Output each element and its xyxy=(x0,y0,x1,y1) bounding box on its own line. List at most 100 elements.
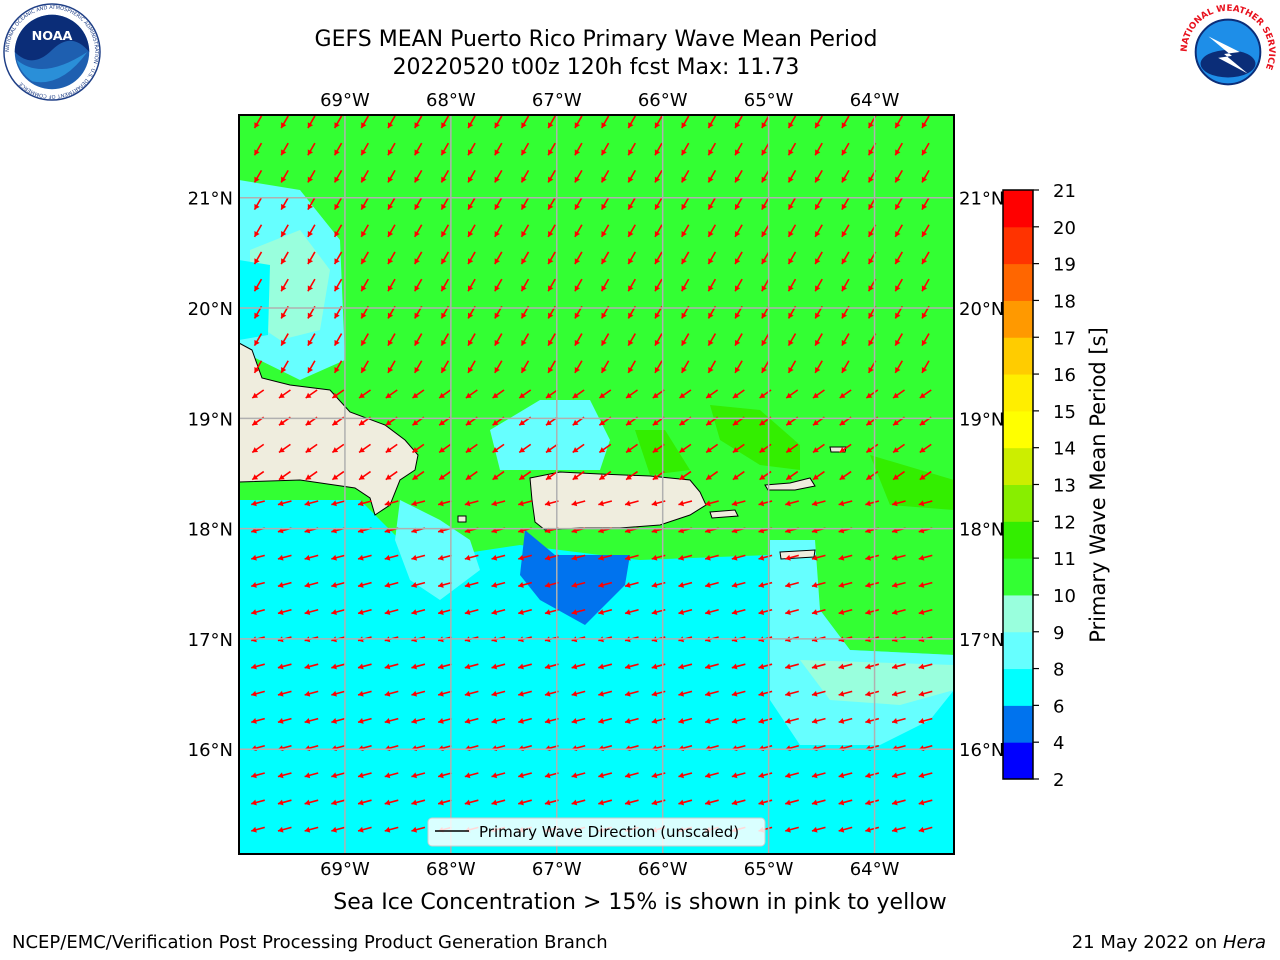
wave-arrow xyxy=(571,772,586,779)
wave-arrow xyxy=(253,169,263,183)
wave-arrow xyxy=(678,581,693,588)
wave-arrow xyxy=(333,115,343,129)
wave-arrow xyxy=(731,609,746,616)
wave-arrow xyxy=(437,772,452,779)
wave-arrow xyxy=(865,470,879,481)
wave-arrow xyxy=(787,115,797,129)
wave-arrow xyxy=(305,443,318,454)
wave-arrow xyxy=(787,333,797,347)
wave-arrow xyxy=(625,389,638,399)
wave-arrow xyxy=(357,500,372,507)
wave-arrow xyxy=(838,500,853,507)
period-fringe-east-light xyxy=(800,660,954,705)
wave-arrow xyxy=(918,717,933,724)
wave-arrow xyxy=(921,360,930,374)
wave-arrow xyxy=(654,142,663,156)
lat-label-right: 19°N xyxy=(959,409,1004,430)
wave-arrow xyxy=(360,251,369,265)
wave-arrow xyxy=(518,799,532,806)
wave-arrow xyxy=(467,224,476,238)
chart-subtitle: 20220520 t00z 120h fcst Max: 11.73 xyxy=(392,55,800,80)
wave-arrow xyxy=(892,443,905,454)
wave-arrow xyxy=(491,799,506,806)
wave-arrow xyxy=(464,609,479,616)
wave-arrow xyxy=(734,115,743,129)
wave-arrow xyxy=(331,717,346,724)
wave-arrow xyxy=(731,581,746,588)
wave-arrow xyxy=(841,360,850,374)
colorbar-swatch xyxy=(1003,705,1033,743)
wave-arrow xyxy=(440,360,450,374)
wave-arrow xyxy=(865,609,880,616)
wave-arrow xyxy=(704,663,719,670)
wave-arrow xyxy=(785,443,799,454)
wave-arrow xyxy=(571,663,586,670)
wave-arrow xyxy=(598,500,613,507)
wave-arrow xyxy=(520,115,530,129)
wave-arrow xyxy=(384,609,399,616)
wave-arrow xyxy=(679,389,692,399)
wave-arrow xyxy=(574,142,583,156)
wave-arrow xyxy=(251,717,265,724)
wave-arrow xyxy=(814,115,823,129)
wave-arrow xyxy=(919,389,932,399)
wave-arrow xyxy=(814,197,823,211)
wave-arrow xyxy=(360,333,369,347)
wave-arrow xyxy=(627,251,636,265)
wave-arrow xyxy=(921,278,930,292)
wave-arrow xyxy=(865,500,880,507)
wave-arrow xyxy=(705,443,719,454)
wave-arrow xyxy=(734,224,743,238)
wave-arrow xyxy=(811,500,826,507)
wave-arrow xyxy=(758,581,773,588)
wave-arrow xyxy=(838,609,853,616)
wave-arrow xyxy=(387,224,396,238)
wave-arrow xyxy=(331,500,346,507)
wave-arrow xyxy=(841,224,850,238)
wave-arrow xyxy=(494,169,503,183)
wave-arrow xyxy=(277,500,292,507)
wave-arrow xyxy=(253,115,263,129)
wave-arrow xyxy=(307,169,316,183)
wave-arrow xyxy=(358,470,371,481)
wave-arrow xyxy=(307,224,316,238)
wave-arrow xyxy=(918,826,933,833)
wave-arrow xyxy=(464,690,479,697)
wave-arrow xyxy=(571,690,586,697)
wave-arrow xyxy=(304,799,319,806)
colorbar-tick-label: 17 xyxy=(1053,328,1076,349)
wave-arrow xyxy=(734,169,743,183)
wave-arrow xyxy=(814,142,823,156)
wave-arrow xyxy=(731,554,746,561)
wave-arrow xyxy=(251,470,265,481)
colorbar-tick-label: 20 xyxy=(1053,218,1076,239)
wave-arrow xyxy=(277,717,292,724)
wave-arrow xyxy=(707,333,717,347)
wave-arrow xyxy=(918,609,933,616)
wave-arrow xyxy=(891,663,906,670)
footer-branch: NCEP/EMC/Verification Post Processing Pr… xyxy=(12,932,608,953)
wave-arrow xyxy=(841,278,850,292)
sea-ice-note: Sea Ice Concentration > 15% is shown in … xyxy=(333,890,947,915)
wave-arrow xyxy=(414,251,423,265)
wave-arrow xyxy=(704,581,719,588)
wave-arrow xyxy=(384,554,399,561)
wave-arrow xyxy=(761,169,770,183)
wave-arrow xyxy=(865,826,880,833)
wave-arrow xyxy=(520,224,530,238)
wave-arrow xyxy=(518,663,532,670)
wave-arrow xyxy=(414,169,423,183)
colorbar-tick-label: 9 xyxy=(1053,623,1064,644)
wave-arrow xyxy=(814,360,823,374)
wave-arrow xyxy=(758,717,773,724)
lat-label-left: 18°N xyxy=(188,520,233,541)
footer-date: 21 May 2022 on Hera xyxy=(1072,932,1266,953)
wave-arrow xyxy=(491,554,506,561)
wave-arrow xyxy=(600,251,610,265)
wave-arrow xyxy=(894,333,903,347)
wave-arrow xyxy=(865,799,880,806)
lon-label-top: 69°W xyxy=(320,90,370,111)
wave-arrow xyxy=(919,470,932,481)
wave-arrow xyxy=(758,554,773,561)
wave-arrow xyxy=(761,251,770,265)
